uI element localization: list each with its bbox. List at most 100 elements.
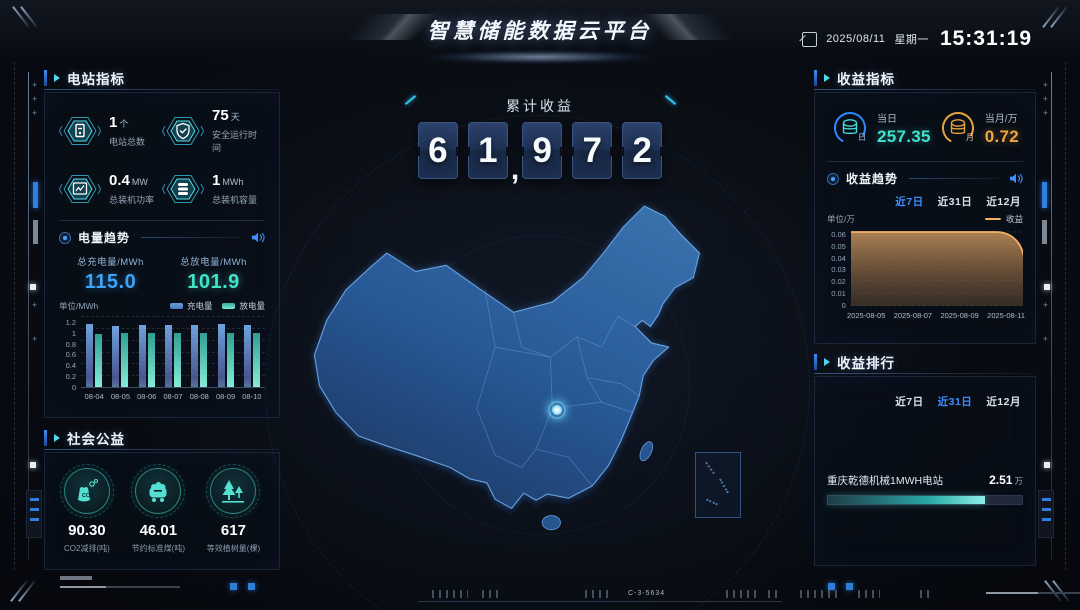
svg-text:CO2: CO2 (82, 493, 93, 499)
tab-12m[interactable]: 近12月 (986, 196, 1021, 208)
shield-check-icon (162, 116, 204, 145)
tab-7d[interactable]: 近7日 (895, 396, 924, 408)
blue-square-icon (248, 583, 255, 590)
volume-icon[interactable] (251, 232, 265, 243)
stat-coal: 46.01 节约标准煤(吨) (131, 464, 186, 554)
monthly-coin-icon: 月 (941, 112, 974, 144)
stat-installed-power: 0.4 MW 总装机功率 (59, 170, 162, 208)
blue-square-icon (828, 583, 835, 590)
footer-baseline (418, 601, 782, 602)
svg-text:月: 月 (966, 133, 974, 142)
right-edge-decoration: + + + + + (1038, 62, 1074, 570)
total-charge: 总充电量/MWh 115.0 (77, 257, 144, 293)
stat-safe-days: 75 天 安全运行时间 (162, 107, 265, 154)
china-map (265, 115, 810, 610)
circled-dot-icon (59, 231, 71, 244)
battery-cabinet-icon (59, 116, 101, 145)
bar-group (134, 316, 160, 387)
circled-dot-icon (827, 172, 839, 185)
china-map-svg (313, 205, 700, 531)
time-text: 15:31:19 (939, 27, 1032, 50)
area-chart-meta: 单位/万 收益 (827, 213, 1023, 225)
arrow-icon (824, 74, 830, 82)
divider (59, 220, 265, 221)
stat-co2: CO2 90.30 CO2减排(吨) (59, 464, 114, 554)
welfare-panel-title: 社会公益 (44, 428, 280, 450)
stat-daily-revenue: 日 当日 257.35 (831, 109, 931, 147)
bar-group (212, 316, 238, 387)
tab-7d[interactable]: 近7日 (895, 196, 924, 208)
footer-right-decoration (986, 592, 1080, 594)
rank-bar-fill (828, 496, 986, 504)
rank-panel: 近7日 近31日 近12月 重庆乾德机械1MWH电站 2.51 万 (814, 376, 1036, 566)
revenue-trend-tabs: 近7日 近31日 近12月 (829, 194, 1021, 209)
y-axis-unit: 单位/万 (827, 214, 855, 224)
bar-chart-y-axis: 1.2 1 0.8 0.6 0.4 0.2 0 (65, 318, 76, 392)
calendar-icon (802, 31, 818, 47)
area-chart: 0.06 0.05 0.04 0.03 0.02 0.01 0 (827, 228, 1023, 310)
welfare-panel: CO2 90.30 CO2减排(吨) 46.01 节约标准煤(吨) (44, 452, 280, 570)
bar-group (239, 316, 265, 387)
bar-group (81, 316, 107, 387)
station-panel-title: 电站指标 (44, 68, 280, 90)
blue-square-icon (230, 583, 237, 590)
clock: 2025/08/11 星期一 15:31:19 (802, 27, 1032, 51)
coal-saving-icon (149, 482, 167, 502)
bar-legend: 充电量 放电量 (169, 300, 265, 312)
blue-square-icon (846, 583, 853, 590)
footer-left-decoration (60, 576, 218, 596)
bar-chart: 1.2 1 0.8 0.6 0.4 0.2 0 (59, 316, 265, 392)
rank-list-item[interactable]: 重庆乾德机械1MWH电站 2.51 万 (827, 473, 1023, 505)
date-text: 2025/08/11 (826, 33, 886, 45)
footer: C-3-5634 (0, 564, 1080, 610)
area-chart-plot (850, 231, 1023, 306)
revenue-legend-swatch (984, 218, 1001, 220)
rank-tabs: 近7日 近31日 近12月 (829, 394, 1021, 409)
area-chart-y-axis: 0.06 0.05 0.04 0.03 0.02 0.01 0 (831, 230, 846, 310)
south-china-sea-inset (695, 452, 741, 518)
arrow-icon (54, 434, 60, 442)
bar-chart-plot (81, 316, 265, 388)
rank-panel-title: 收益排行 (814, 352, 1036, 374)
revenue-stats: 日 当日 257.35 月 当月/万 0.72 (827, 101, 1023, 157)
divider (827, 161, 1023, 162)
tab-31d[interactable]: 近31日 (937, 196, 973, 208)
bar-chart-meta: 单位/MWh 充电量 放电量 (59, 300, 265, 312)
bar-chart-x-axis: 08-04 08-05 08-06 08-07 08-08 08-09 08-10 (84, 392, 262, 401)
rank-bar-track (827, 495, 1023, 505)
energy-trend-header: 电量趋势 (59, 229, 265, 246)
stat-installed-capacity: 1 MWh 总装机容量 (162, 170, 265, 208)
revenue-panel-title: 收益指标 (814, 68, 1036, 90)
arrow-icon (54, 74, 60, 82)
volume-icon[interactable] (1009, 173, 1023, 184)
digit-comma: , (510, 153, 520, 186)
discharge-legend-swatch (222, 303, 236, 309)
revenue-panel: 日 当日 257.35 月 当月/万 0.72 (814, 92, 1036, 344)
area-legend: 收益 (984, 213, 1023, 225)
footer-code: C-3-5634 (628, 590, 666, 597)
y-axis-unit: 单位/MWh (59, 301, 99, 311)
energy-totals: 总充电量/MWh 115.0 总放电量/MWh 101.9 (59, 254, 265, 294)
weekday-text: 星期一 (894, 34, 929, 46)
station-location-marker[interactable] (548, 401, 566, 419)
capacity-stack-icon (162, 175, 204, 203)
charge-legend-swatch (169, 303, 183, 309)
daily-coin-icon: 日 (833, 112, 866, 144)
header-glow (430, 50, 650, 64)
tab-31d[interactable]: 近31日 (937, 396, 973, 408)
bar-group (107, 316, 133, 387)
arrow-icon (824, 358, 830, 366)
svg-text:日: 日 (858, 133, 866, 142)
stat-monthly-revenue: 月 当月/万 0.72 (939, 109, 1019, 147)
co2-reduction-icon: CO2 (77, 479, 98, 502)
area-chart-x-axis: 2025-08-05 2025-08-07 2025-08-09 2025-08-11 (847, 311, 1025, 320)
total-discharge: 总放电量/MWh 101.9 (180, 257, 247, 293)
bar-group (186, 316, 212, 387)
power-meter-icon (59, 175, 101, 203)
stat-trees: 617 等效植树量(棵) (206, 464, 261, 554)
tab-12m[interactable]: 近12月 (986, 396, 1021, 408)
